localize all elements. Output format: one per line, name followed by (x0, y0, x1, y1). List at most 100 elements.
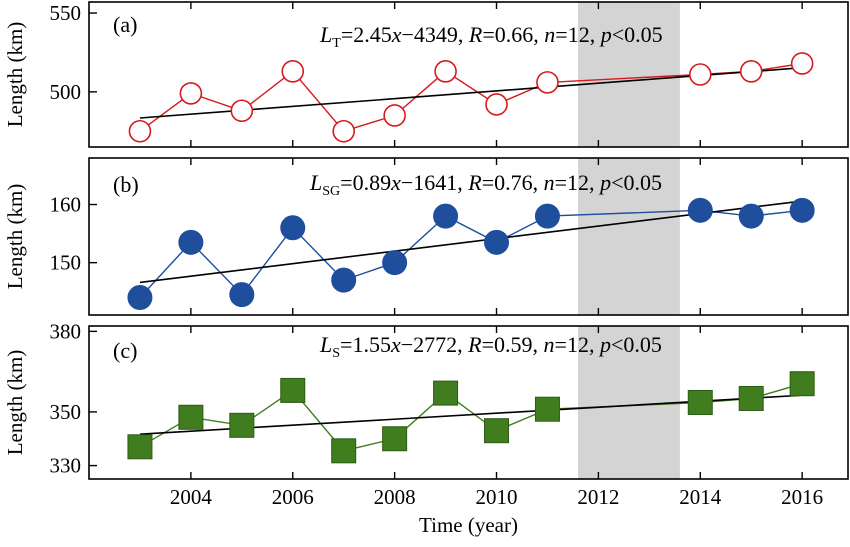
data-point (687, 197, 713, 223)
y-tick-label: 350 (50, 400, 82, 424)
panel-label: (b) (113, 172, 139, 197)
data-point (738, 385, 764, 411)
equation-part: =0.66, (482, 22, 544, 47)
equation-symbol: L (319, 332, 332, 357)
data-point (790, 52, 814, 75)
equation-part: =12, (555, 332, 600, 357)
data-point (178, 229, 204, 255)
equation-part: −1641, (401, 170, 468, 195)
data-point (229, 412, 255, 438)
data-point (688, 63, 712, 86)
data-point (434, 60, 457, 83)
equation-part: p (598, 170, 611, 195)
data-point (128, 119, 152, 143)
data-point (433, 203, 459, 229)
equation-part: =1.55 (340, 332, 391, 357)
regression-equation: LT=2.45x−4349, R=0.66, n=12, p<0.05 (319, 22, 663, 51)
data-point (484, 418, 510, 444)
equation-part: <0.05 (612, 22, 663, 47)
y-tick-label: 500 (50, 80, 82, 104)
equation-part: =0.59, (482, 332, 544, 357)
equation-subscript: SG (322, 184, 340, 199)
equation-part: p (598, 332, 611, 357)
data-point (687, 390, 713, 415)
data-point (127, 285, 153, 311)
x-tick-label: 2014 (679, 485, 722, 509)
y-tick-label: 550 (50, 1, 82, 25)
x-tick-label: 2012 (577, 485, 619, 509)
equation-part: x (390, 332, 401, 357)
panel-2: 150 160 Length (km) (b) LSG=0.89x−1641, R=0.… (3, 157, 849, 316)
equation-part: −4349, (402, 22, 469, 47)
data-point (485, 93, 508, 116)
equation-part: n (544, 170, 555, 195)
data-point (280, 215, 306, 241)
data-point (382, 426, 408, 452)
equation-part: =12, (555, 22, 600, 47)
x-tick-label: 2010 (476, 485, 518, 509)
x-tick-label: 2016 (781, 485, 823, 509)
data-point (536, 71, 559, 94)
equation-symbol: L (309, 170, 322, 195)
equation-part: n (544, 22, 555, 47)
equation-part: =12, (555, 170, 600, 195)
y-tick-label: 330 (50, 454, 82, 478)
shaded-region (578, 2, 680, 147)
equation-part: R (467, 332, 482, 357)
equation-part: R (468, 22, 483, 47)
data-point (789, 371, 815, 397)
data-point (789, 197, 815, 223)
data-point (534, 396, 560, 422)
data-point (739, 60, 763, 83)
data-point (332, 119, 355, 143)
equation-part: <0.05 (611, 170, 662, 195)
equation-part: x (391, 22, 402, 47)
data-point (738, 203, 764, 229)
shaded-region (578, 158, 680, 315)
equation-subscript: S (332, 346, 340, 361)
y-tick-label: 380 (50, 319, 82, 343)
panel-1: 500 550 Length (km) (a) LT=2.45x−4349, R=0.6… (3, 1, 849, 148)
data-point (433, 380, 459, 406)
data-point (280, 377, 306, 403)
data-point (179, 82, 203, 105)
equation-part: <0.05 (611, 332, 662, 357)
data-point (281, 60, 305, 83)
data-point (331, 267, 357, 293)
x-tick-label: 2006 (272, 485, 314, 509)
equation-part: R (467, 170, 482, 195)
equation-part: −2772, (401, 332, 468, 357)
x-axis-label: Time (year) (419, 513, 518, 537)
y-tick-label: 150 (50, 251, 82, 275)
panel-label: (a) (113, 12, 137, 37)
equation-part: =0.89 (340, 170, 391, 195)
regression-equation: LS=1.55x−2772, R=0.59, n=12, p<0.05 (319, 332, 662, 361)
data-point (383, 104, 406, 127)
equation-part: =0.76, (482, 170, 544, 195)
equation-part: =2.45 (341, 22, 392, 47)
y-tick-label: 160 (50, 193, 82, 217)
x-tick-label: 2004 (170, 485, 213, 509)
equation-symbol: L (319, 22, 332, 47)
data-point (229, 282, 255, 308)
shaded-region (578, 326, 680, 479)
equation-part: x (390, 170, 401, 195)
regression-equation: LSG=0.89x−1641, R=0.76, n=12, p<0.05 (309, 170, 662, 199)
equation-subscript: T (332, 36, 341, 51)
equation-part: n (544, 332, 555, 357)
data-point (484, 229, 510, 255)
equation-part: p (599, 22, 612, 47)
plot-frame (88, 325, 849, 480)
x-tick-label: 2008 (374, 485, 416, 509)
y-axis-label: Length (km) (3, 350, 27, 456)
data-point (534, 203, 560, 229)
plot-frame (88, 1, 849, 148)
data-point (331, 438, 357, 464)
y-axis-label: Length (km) (3, 22, 27, 128)
plot-frame (88, 157, 849, 316)
data-point (230, 99, 254, 123)
data-point (127, 434, 153, 460)
